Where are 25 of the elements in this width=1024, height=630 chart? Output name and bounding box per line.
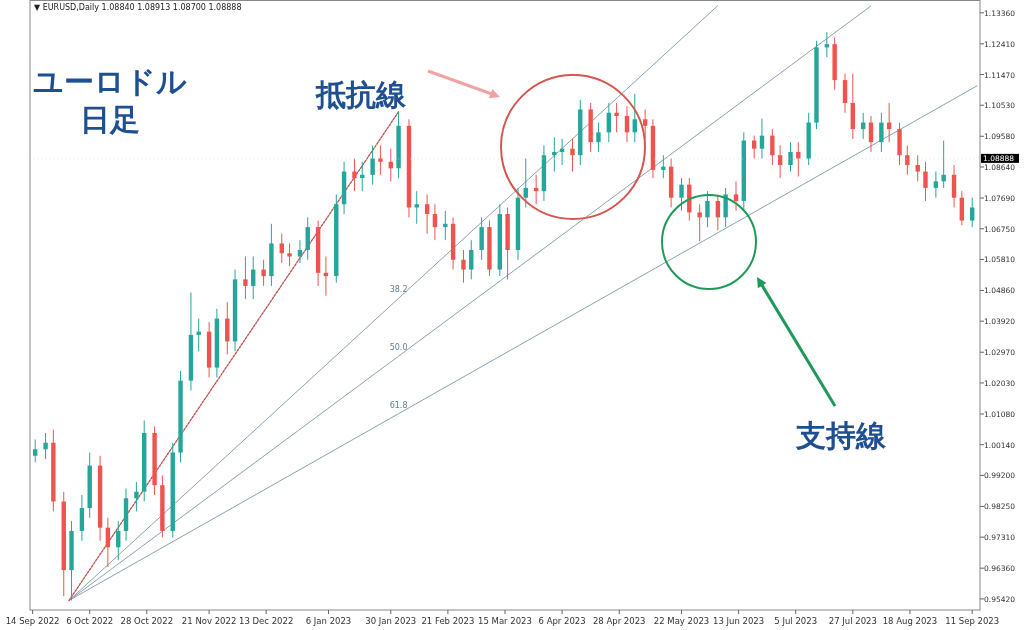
x-tick-label: 6 Oct 2022 [66,616,114,626]
x-tick-label: 27 Jul 2023 [828,616,877,626]
annotation: 支持線 [795,418,887,453]
x-tick-label: 15 Mar 2023 [478,616,532,626]
x-tick-label: 28 Oct 2022 [120,616,174,626]
x-tick-label: 22 May 2023 [653,616,710,626]
series-label: 50.0 [389,343,408,353]
x-tick-label: 30 Jan 2023 [365,616,417,626]
x-tick-label: 21 Feb 2023 [421,616,475,626]
x-tick-label: 13 Dec 2022 [239,616,294,626]
x-tick-label: 5 Jul 2023 [774,616,818,626]
annotation: 抵抗線 [315,77,407,112]
text: 日足 [80,102,140,137]
annotation: ▼ EURUSD,Daily 1.08840 1.08913 1.08700 1.08888 [34,3,242,12]
x-tick-label: 18 Aug 2023 [882,616,938,626]
x-tick-label: 28 Apr 2023 [592,616,646,626]
x-tick-label: 6 Jan 2023 [305,616,352,626]
x-tick-label: 11 Sep 2023 [945,616,1000,626]
x-tick-label: 6 Apr 2023 [538,616,586,626]
x-tick-label: 14 Sep 2022 [5,616,60,626]
x-tick-label: 21 Nov 2022 [181,616,237,626]
text: ユーロドル [33,64,187,99]
series-label: 38.2 [389,285,408,295]
x-tick-label: 13 Jun 2023 [713,616,765,626]
series-label: 61.8 [389,400,408,410]
